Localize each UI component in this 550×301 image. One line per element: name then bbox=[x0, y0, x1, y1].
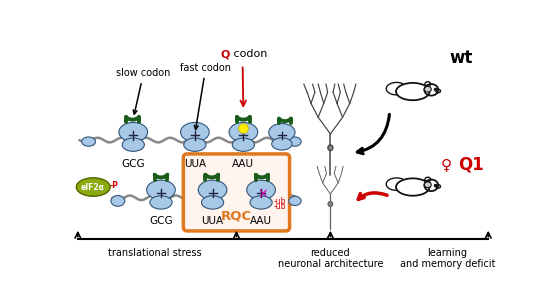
Text: Q: Q bbox=[220, 49, 229, 59]
FancyBboxPatch shape bbox=[183, 154, 290, 231]
Ellipse shape bbox=[289, 196, 301, 206]
Ellipse shape bbox=[122, 138, 144, 151]
Text: AAU: AAU bbox=[232, 159, 254, 169]
Ellipse shape bbox=[272, 138, 292, 150]
Ellipse shape bbox=[201, 196, 224, 209]
Ellipse shape bbox=[328, 201, 333, 206]
Text: Q1: Q1 bbox=[458, 156, 484, 174]
Ellipse shape bbox=[150, 196, 172, 209]
Text: reduced
neuronal architecture: reduced neuronal architecture bbox=[278, 248, 383, 269]
Text: AAU: AAU bbox=[250, 216, 272, 226]
Text: ✕: ✕ bbox=[257, 188, 268, 201]
Ellipse shape bbox=[328, 145, 333, 150]
Text: ♀: ♀ bbox=[441, 157, 452, 172]
Ellipse shape bbox=[82, 137, 96, 146]
Text: wt: wt bbox=[449, 49, 473, 67]
Ellipse shape bbox=[76, 178, 110, 196]
Text: learning
and memory deficit: learning and memory deficit bbox=[400, 248, 495, 269]
Text: translational stress: translational stress bbox=[108, 248, 202, 258]
Ellipse shape bbox=[111, 196, 125, 206]
Text: fast codon: fast codon bbox=[180, 63, 231, 129]
Text: RQC: RQC bbox=[221, 209, 252, 222]
Text: GCG: GCG bbox=[149, 216, 173, 226]
Ellipse shape bbox=[184, 138, 206, 151]
Text: UUA: UUA bbox=[201, 216, 224, 226]
Ellipse shape bbox=[119, 123, 147, 142]
Ellipse shape bbox=[425, 86, 431, 92]
Ellipse shape bbox=[147, 180, 175, 200]
Ellipse shape bbox=[269, 123, 295, 141]
Ellipse shape bbox=[229, 123, 258, 142]
Ellipse shape bbox=[180, 123, 209, 142]
Text: -ub: -ub bbox=[273, 197, 286, 206]
Ellipse shape bbox=[198, 180, 227, 200]
Text: slow codon: slow codon bbox=[117, 68, 170, 114]
Text: UUA: UUA bbox=[184, 159, 206, 169]
Text: GCG: GCG bbox=[122, 159, 145, 169]
Ellipse shape bbox=[289, 137, 301, 146]
Text: -P: -P bbox=[109, 181, 118, 190]
Ellipse shape bbox=[232, 138, 255, 151]
Ellipse shape bbox=[425, 182, 431, 188]
Text: -ub: -ub bbox=[273, 202, 286, 211]
Text: codon: codon bbox=[229, 49, 267, 59]
Ellipse shape bbox=[250, 196, 272, 209]
Text: eIF2α: eIF2α bbox=[80, 182, 104, 191]
Ellipse shape bbox=[247, 180, 276, 200]
